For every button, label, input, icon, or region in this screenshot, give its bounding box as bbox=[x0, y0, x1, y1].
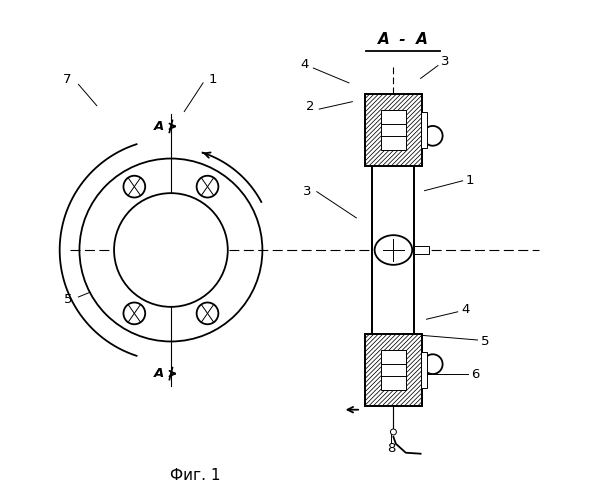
Text: 5: 5 bbox=[481, 335, 489, 348]
Bar bbox=[372, 166, 415, 334]
Text: 8: 8 bbox=[387, 442, 395, 456]
Circle shape bbox=[197, 176, 219, 198]
Text: А: А bbox=[153, 367, 164, 380]
Text: 1: 1 bbox=[208, 73, 217, 86]
Text: 4: 4 bbox=[461, 303, 469, 316]
Bar bbox=[415, 246, 429, 254]
Circle shape bbox=[114, 193, 228, 307]
Text: 5: 5 bbox=[64, 293, 73, 306]
Circle shape bbox=[423, 126, 443, 146]
Circle shape bbox=[423, 354, 443, 374]
Text: 7: 7 bbox=[63, 73, 71, 86]
Circle shape bbox=[197, 302, 219, 324]
Circle shape bbox=[390, 429, 396, 435]
Bar bbox=[365, 94, 422, 166]
Bar bbox=[365, 334, 422, 406]
Text: А  -  А: А - А bbox=[378, 32, 429, 48]
Ellipse shape bbox=[375, 235, 412, 265]
Bar bbox=[365, 334, 422, 406]
Bar bbox=[365, 94, 422, 166]
Bar bbox=[381, 110, 406, 150]
Text: 3: 3 bbox=[302, 185, 311, 198]
Text: 2: 2 bbox=[306, 100, 315, 113]
Circle shape bbox=[124, 302, 145, 324]
Bar bbox=[421, 112, 427, 148]
Text: 6: 6 bbox=[471, 368, 479, 381]
Text: 1: 1 bbox=[466, 174, 474, 188]
Text: А: А bbox=[153, 120, 164, 133]
Bar bbox=[421, 352, 427, 388]
Circle shape bbox=[124, 176, 145, 198]
Bar bbox=[381, 350, 406, 390]
Circle shape bbox=[80, 158, 263, 342]
Text: 4: 4 bbox=[300, 58, 309, 71]
Text: Фиг. 1: Фиг. 1 bbox=[170, 468, 221, 483]
Text: 3: 3 bbox=[441, 54, 450, 68]
